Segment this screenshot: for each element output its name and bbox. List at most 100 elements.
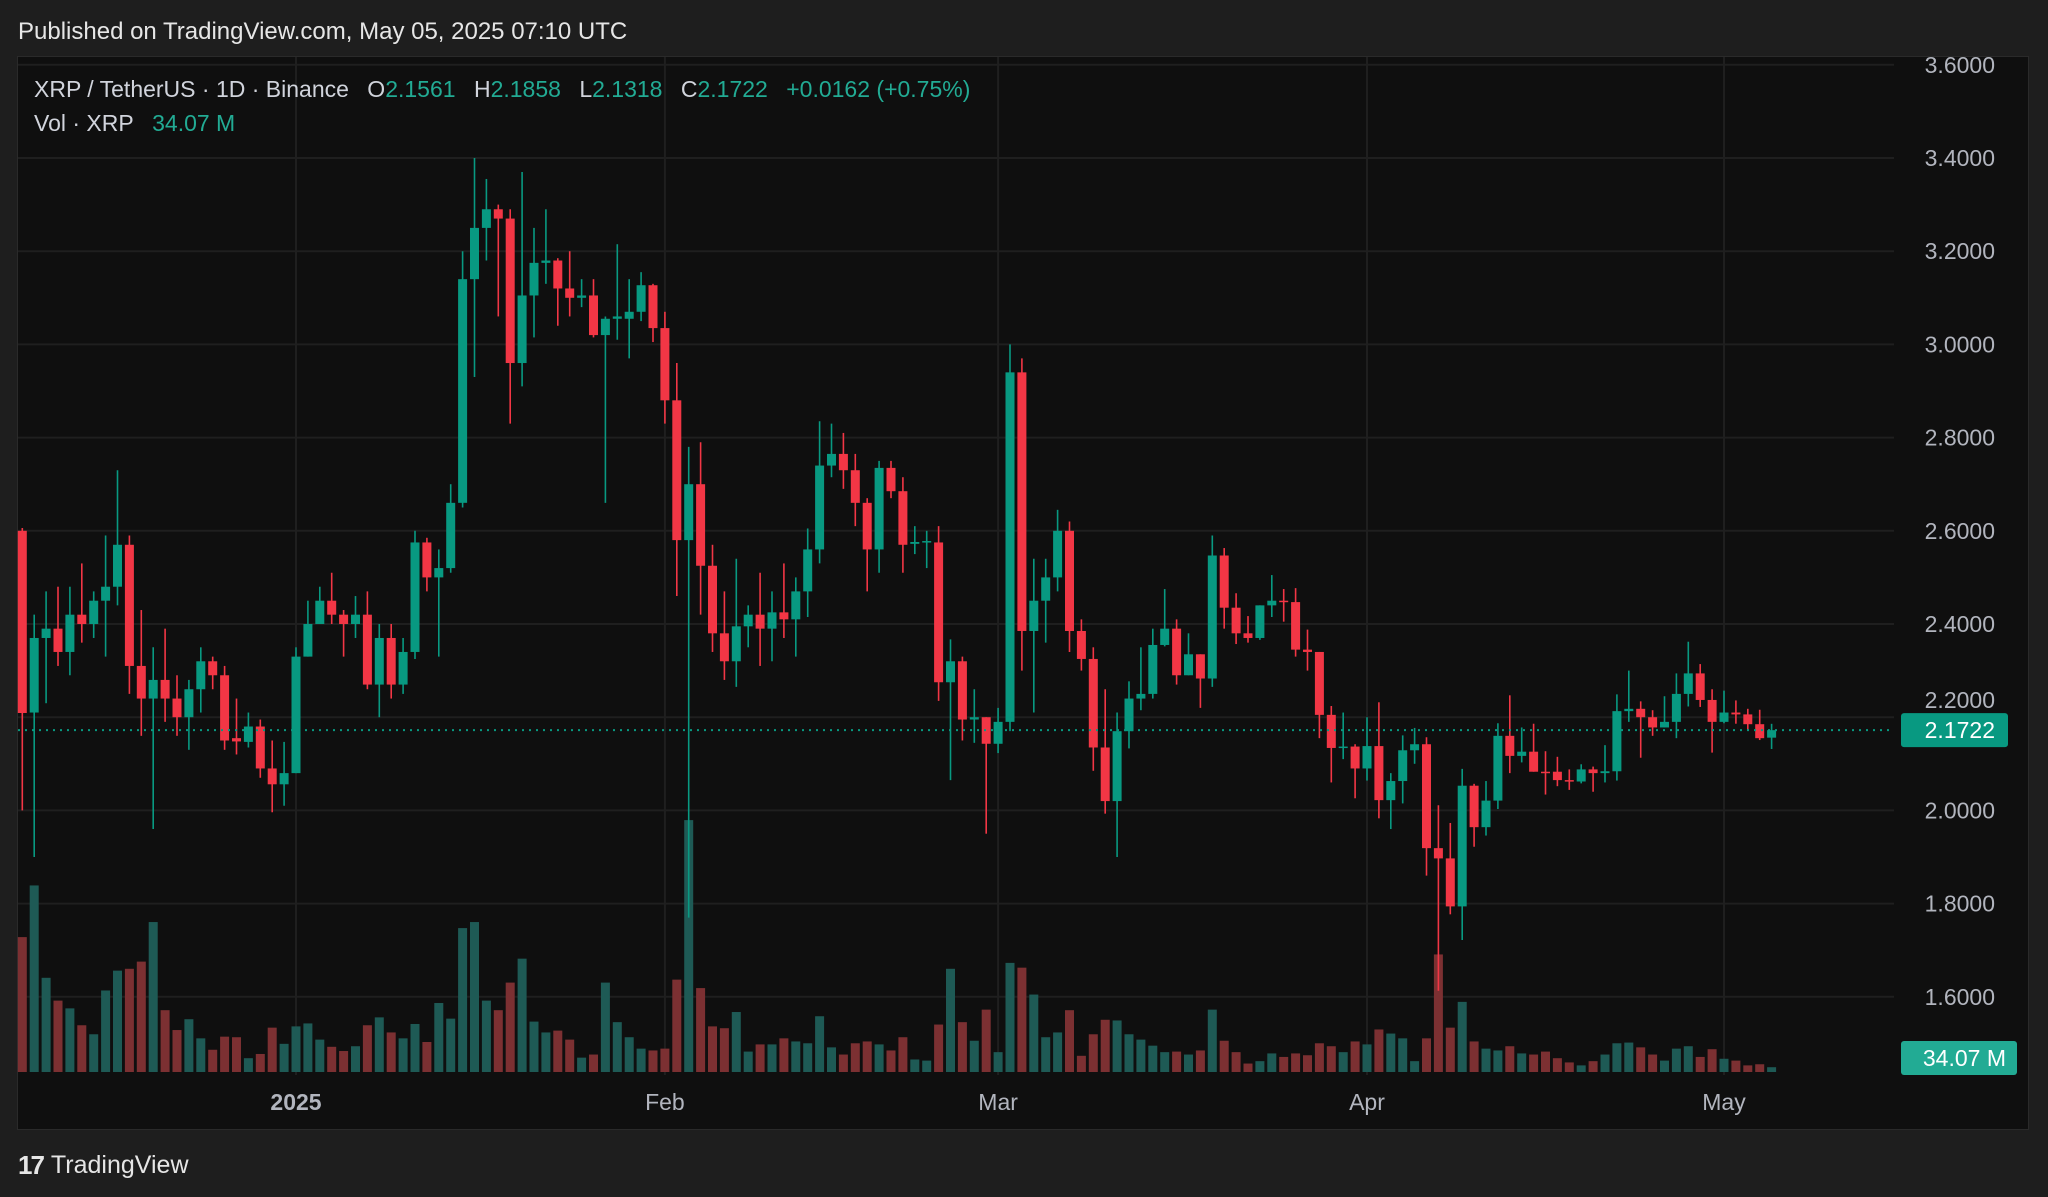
candle-body	[29, 637, 39, 713]
candle-body	[1433, 848, 1443, 859]
candle-body	[1374, 746, 1384, 801]
volume-bar	[1124, 1034, 1134, 1072]
volume-label[interactable]: Vol · XRP	[34, 110, 134, 136]
tradingview-brand[interactable]: TradingView	[50, 1151, 189, 1179]
candle-body	[1314, 651, 1324, 715]
price-tick-label: 1.6000	[1925, 984, 1995, 1010]
volume-bar	[589, 1054, 598, 1072]
symbol-title[interactable]: XRP / TetherUS · 1D · Binance	[34, 76, 349, 102]
volume-bar	[1255, 1061, 1265, 1072]
candle-body	[1207, 555, 1217, 679]
volume-bar	[1648, 1054, 1658, 1072]
candle-body	[255, 726, 265, 769]
candle-body	[946, 661, 955, 683]
volume-bar	[1422, 1038, 1431, 1072]
volume-bar	[541, 1032, 551, 1072]
candle-body	[136, 665, 146, 699]
last-price-badge	[1901, 713, 2008, 748]
candle-body	[791, 591, 801, 620]
candle-body	[243, 726, 253, 742]
volume-bar	[184, 1019, 194, 1072]
candle-body	[1184, 654, 1193, 676]
volume-bar	[362, 1025, 372, 1072]
candle-body	[1469, 785, 1479, 828]
volume-bar	[89, 1034, 99, 1072]
volume-bar	[1410, 1061, 1420, 1072]
candle-body	[1160, 628, 1170, 645]
volume-bar	[850, 1043, 860, 1072]
time-tick-label: May	[1702, 1089, 1746, 1115]
volume-bar	[279, 1043, 289, 1072]
volume-bar	[910, 1059, 920, 1072]
volume-bar	[898, 1037, 908, 1072]
candle-body	[505, 218, 515, 364]
candle-body	[422, 542, 432, 578]
grid-lines	[18, 57, 1894, 1075]
volume-bar	[708, 1026, 717, 1072]
price-tick-label: 3.4000	[1925, 145, 1995, 171]
volume-bar	[220, 1036, 230, 1072]
candle-body	[184, 689, 194, 718]
volume-bar	[53, 1000, 63, 1072]
candle-body	[719, 633, 729, 662]
volume-bar	[1564, 1062, 1574, 1072]
volume-bar	[1719, 1058, 1729, 1072]
price-tick-label: 2.2000	[1925, 687, 1995, 713]
price-tick-label: 3.2000	[1925, 238, 1995, 264]
candle-body	[374, 637, 384, 685]
candle-body	[743, 614, 753, 627]
volume-bar	[660, 1048, 670, 1072]
volume-bar	[291, 1026, 301, 1072]
candle-body	[208, 661, 218, 676]
volume-bar	[458, 928, 468, 1072]
last-volume-badge	[1901, 1041, 2017, 1075]
candle-body	[553, 260, 563, 289]
candle-body	[1088, 658, 1098, 748]
volume-bar	[672, 979, 682, 1072]
volume-bar	[1636, 1047, 1646, 1072]
volume-bar	[1350, 1041, 1360, 1072]
volume-bar	[386, 1032, 396, 1072]
candle-body	[600, 318, 610, 336]
volume-bar	[1314, 1043, 1324, 1072]
volume-bar	[1755, 1064, 1765, 1072]
volume-bar	[874, 1044, 884, 1072]
volume-bar	[196, 1038, 206, 1072]
candle-body	[1124, 698, 1134, 732]
candle-body	[1350, 746, 1360, 769]
volume-bar	[1326, 1046, 1336, 1072]
candle-body	[1707, 699, 1717, 722]
candle-body	[434, 568, 444, 578]
candle-body	[1624, 708, 1634, 712]
volume-bar	[886, 1050, 896, 1072]
volume-bar	[565, 1039, 575, 1072]
candle-body	[1481, 800, 1491, 828]
volume-bar	[1088, 1034, 1098, 1072]
volume-bar	[243, 1058, 253, 1072]
volume-bar	[1231, 1052, 1241, 1072]
volume-bar	[1291, 1053, 1301, 1072]
volume-bar	[827, 1047, 836, 1072]
candle-body	[957, 661, 967, 720]
volume-bar	[553, 1030, 563, 1072]
volume-bar	[41, 977, 51, 1072]
volume-bar	[65, 1008, 75, 1072]
candle-body	[41, 628, 51, 638]
volume-bar	[470, 922, 479, 1072]
candle-body	[910, 541, 920, 544]
volume-bar	[208, 1049, 218, 1072]
candle-body	[77, 614, 87, 624]
candle-body	[458, 279, 468, 503]
volume-bar	[17, 937, 27, 1072]
candle-body	[1600, 771, 1610, 774]
volume-bar	[696, 988, 706, 1072]
candle-body	[101, 586, 111, 601]
candle-body	[1219, 555, 1229, 608]
volume-bar	[1219, 1040, 1229, 1072]
volume-bars	[17, 820, 1777, 1072]
volume-value: 34.07 M	[152, 110, 236, 136]
candle-body	[815, 465, 825, 550]
volume-bar	[1433, 954, 1443, 1072]
candle-body	[1326, 714, 1336, 748]
